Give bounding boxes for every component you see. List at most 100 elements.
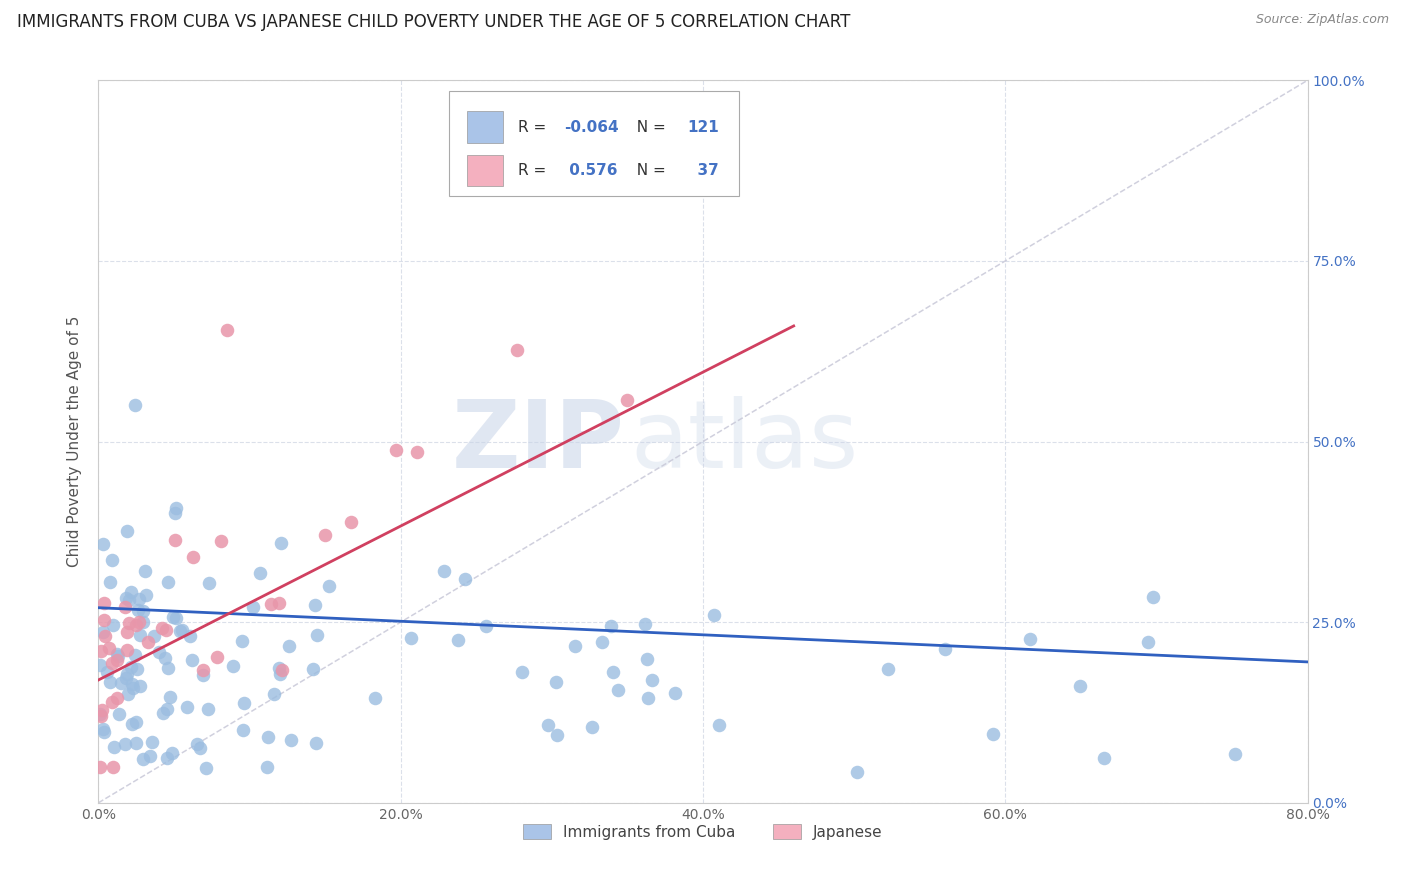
- Point: [209, 534, 232, 549]
- Point: [101, 695, 124, 709]
- Y-axis label: Child Poverty Under the Age of 5: Child Poverty Under the Age of 5: [67, 316, 83, 567]
- Point: [304, 598, 326, 612]
- Point: [616, 393, 638, 408]
- Point: [447, 632, 470, 647]
- Point: [93, 596, 115, 610]
- Point: [231, 634, 253, 648]
- Point: [1223, 747, 1246, 761]
- Point: [934, 641, 956, 656]
- Point: [165, 500, 187, 515]
- Point: [703, 608, 725, 623]
- Point: [136, 635, 159, 649]
- Point: [186, 737, 208, 751]
- Point: [115, 591, 138, 605]
- Point: [1019, 632, 1042, 647]
- Point: [152, 706, 174, 720]
- Point: [232, 696, 254, 710]
- Text: Source: ZipAtlas.com: Source: ZipAtlas.com: [1256, 13, 1389, 27]
- Text: atlas: atlas: [630, 395, 859, 488]
- Point: [599, 619, 621, 633]
- Point: [101, 760, 124, 774]
- Point: [118, 615, 141, 630]
- Point: [256, 760, 278, 774]
- Point: [89, 707, 111, 722]
- Point: [117, 524, 139, 538]
- Point: [194, 761, 217, 775]
- Point: [1069, 679, 1091, 693]
- Point: [157, 661, 180, 675]
- Text: 121: 121: [688, 120, 718, 135]
- Point: [94, 629, 117, 643]
- Point: [100, 575, 122, 590]
- Point: [707, 718, 730, 732]
- Point: [90, 644, 112, 658]
- Point: [172, 623, 194, 637]
- Point: [155, 751, 177, 765]
- Point: [165, 506, 187, 520]
- Point: [89, 658, 111, 673]
- Point: [162, 610, 184, 624]
- Point: [110, 675, 132, 690]
- Point: [664, 686, 686, 700]
- Point: [165, 611, 187, 625]
- Point: [132, 604, 155, 618]
- Point: [124, 398, 146, 412]
- Point: [454, 573, 477, 587]
- Point: [602, 665, 624, 680]
- Point: [103, 739, 125, 754]
- Point: [242, 600, 264, 615]
- Point: [90, 703, 112, 717]
- Point: [91, 625, 114, 640]
- Point: [305, 736, 328, 750]
- Point: [401, 631, 423, 645]
- Point: [105, 690, 128, 705]
- Point: [115, 671, 138, 685]
- Point: [117, 687, 139, 701]
- Point: [181, 653, 204, 667]
- Point: [132, 615, 155, 629]
- Point: [188, 741, 211, 756]
- Point: [257, 731, 280, 745]
- Legend: Immigrants from Cuba, Japanese: Immigrants from Cuba, Japanese: [517, 818, 889, 846]
- FancyBboxPatch shape: [467, 154, 503, 186]
- Point: [156, 702, 179, 716]
- Point: [634, 617, 657, 632]
- Point: [105, 652, 128, 666]
- Point: [301, 662, 323, 676]
- Point: [132, 752, 155, 766]
- Point: [267, 661, 290, 675]
- Point: [607, 683, 630, 698]
- Point: [222, 658, 245, 673]
- Text: N =: N =: [627, 163, 671, 178]
- Point: [117, 643, 139, 657]
- Point: [405, 445, 427, 459]
- Point: [114, 600, 136, 615]
- Point: [260, 597, 283, 611]
- Point: [169, 624, 191, 639]
- Point: [845, 765, 868, 780]
- Point: [1092, 750, 1115, 764]
- Point: [155, 651, 177, 665]
- Point: [163, 533, 186, 547]
- Point: [120, 584, 142, 599]
- Point: [101, 618, 124, 632]
- Point: [269, 596, 291, 610]
- Point: [591, 634, 613, 648]
- Point: [232, 723, 254, 738]
- Point: [100, 675, 122, 690]
- Point: [129, 628, 152, 642]
- Point: [249, 566, 271, 581]
- Point: [876, 663, 898, 677]
- Text: ZIP: ZIP: [451, 395, 624, 488]
- Point: [205, 650, 228, 665]
- Point: [564, 639, 586, 653]
- FancyBboxPatch shape: [467, 112, 503, 143]
- Point: [120, 660, 142, 674]
- Point: [197, 575, 219, 590]
- Point: [148, 645, 170, 659]
- Point: [364, 691, 387, 706]
- Point: [127, 602, 149, 616]
- Point: [197, 701, 219, 715]
- Point: [314, 528, 336, 542]
- Point: [108, 707, 131, 722]
